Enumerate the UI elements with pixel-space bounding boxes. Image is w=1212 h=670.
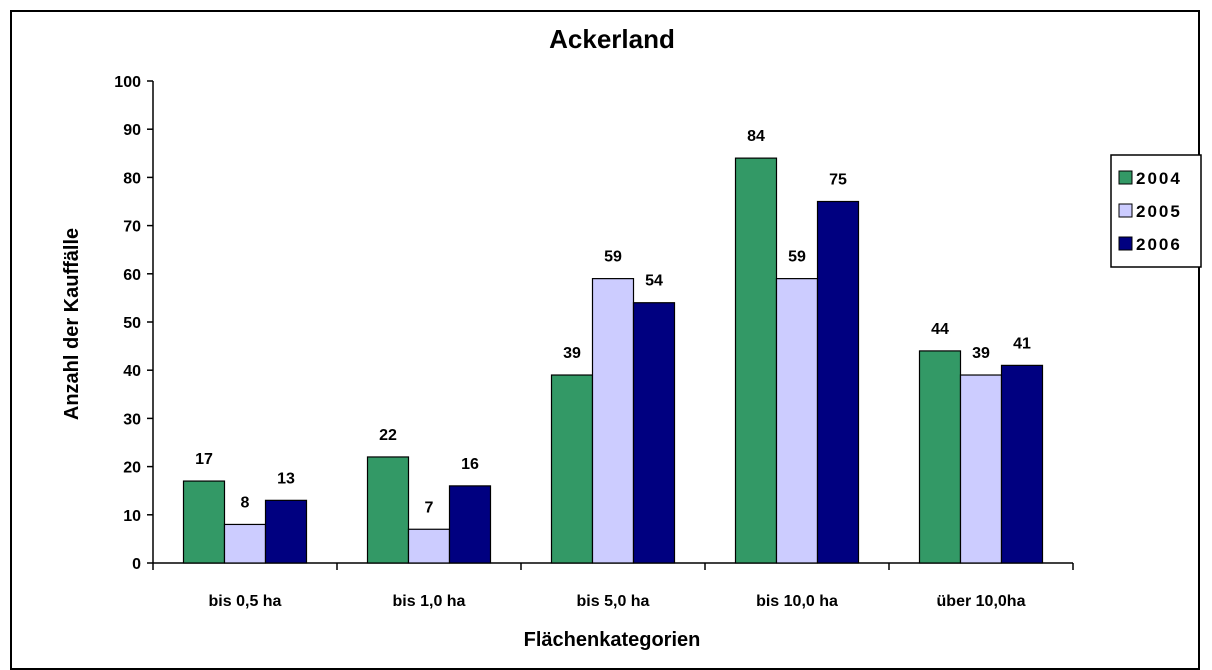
x-tick-label: bis 1,0 ha	[393, 593, 466, 610]
legend-swatch-2006	[1118, 236, 1133, 251]
data-label: 39	[972, 345, 990, 362]
bar-2004	[550, 374, 594, 564]
y-tick-label: 100	[114, 74, 141, 91]
bar-2005	[223, 523, 267, 564]
x-tick-label: bis 10,0 ha	[756, 593, 838, 610]
bar-2006	[264, 499, 308, 564]
data-label: 44	[931, 321, 949, 338]
legend: 2004 2005 2006	[1110, 154, 1202, 268]
bar-2006	[816, 200, 860, 564]
y-tick-label: 0	[132, 556, 141, 573]
y-tick-label: 40	[123, 363, 141, 380]
data-label: 75	[829, 172, 847, 189]
y-tick-label: 80	[123, 170, 141, 187]
bar-2005	[591, 278, 635, 564]
y-axis-title: Anzahl der Kauffälle	[61, 228, 83, 420]
y-tick-label: 20	[123, 460, 141, 477]
data-label: 17	[195, 451, 213, 468]
bar-2006	[448, 485, 492, 564]
bar-2004	[918, 350, 962, 564]
data-label: 16	[461, 456, 479, 473]
bar-2005	[959, 374, 1003, 564]
data-label: 8	[241, 494, 250, 511]
bar-2005	[407, 528, 451, 564]
legend-label-2006: 2006	[1136, 235, 1182, 254]
y-tick-label: 50	[123, 315, 141, 332]
x-tick-label: über 10,0ha	[937, 593, 1026, 610]
data-label: 54	[645, 273, 663, 290]
x-tick-label: bis 0,5 ha	[209, 593, 282, 610]
y-tick-label: 70	[123, 219, 141, 236]
chart-title: Ackerland	[549, 24, 675, 54]
legend-label-2004: 2004	[1136, 169, 1182, 188]
data-label: 13	[277, 470, 295, 487]
plot-area: 0 10 20 30 40 50 60 70 80 90 100 bis 0,5 ha 17 8 13 bis…	[114, 74, 1074, 610]
x-tick-label: bis 5,0 ha	[577, 593, 650, 610]
bar-chart: Ackerland Anzahl der Kauffälle Flächenka…	[61, 24, 1202, 651]
y-tick-label: 30	[123, 411, 141, 428]
bar-2005	[775, 278, 819, 564]
bar-2004	[366, 456, 410, 564]
y-tick-label: 90	[123, 122, 141, 139]
data-label: 59	[604, 249, 622, 266]
bar-2006	[632, 302, 676, 564]
y-tick-label: 10	[123, 508, 141, 525]
x-axis-title: Flächenkategorien	[524, 629, 701, 651]
bar-2004	[734, 157, 778, 564]
data-label: 41	[1013, 335, 1031, 352]
y-tick-label: 60	[123, 267, 141, 284]
data-label: 84	[747, 128, 765, 145]
data-label: 22	[379, 427, 397, 444]
legend-swatch-2004	[1118, 170, 1133, 185]
legend-swatch-2005	[1118, 203, 1133, 218]
data-label: 59	[788, 249, 806, 266]
bar-2006	[1000, 364, 1044, 564]
data-label: 39	[563, 345, 581, 362]
data-label: 7	[425, 499, 434, 516]
bar-2004	[182, 480, 226, 564]
legend-label-2005: 2005	[1136, 202, 1182, 221]
